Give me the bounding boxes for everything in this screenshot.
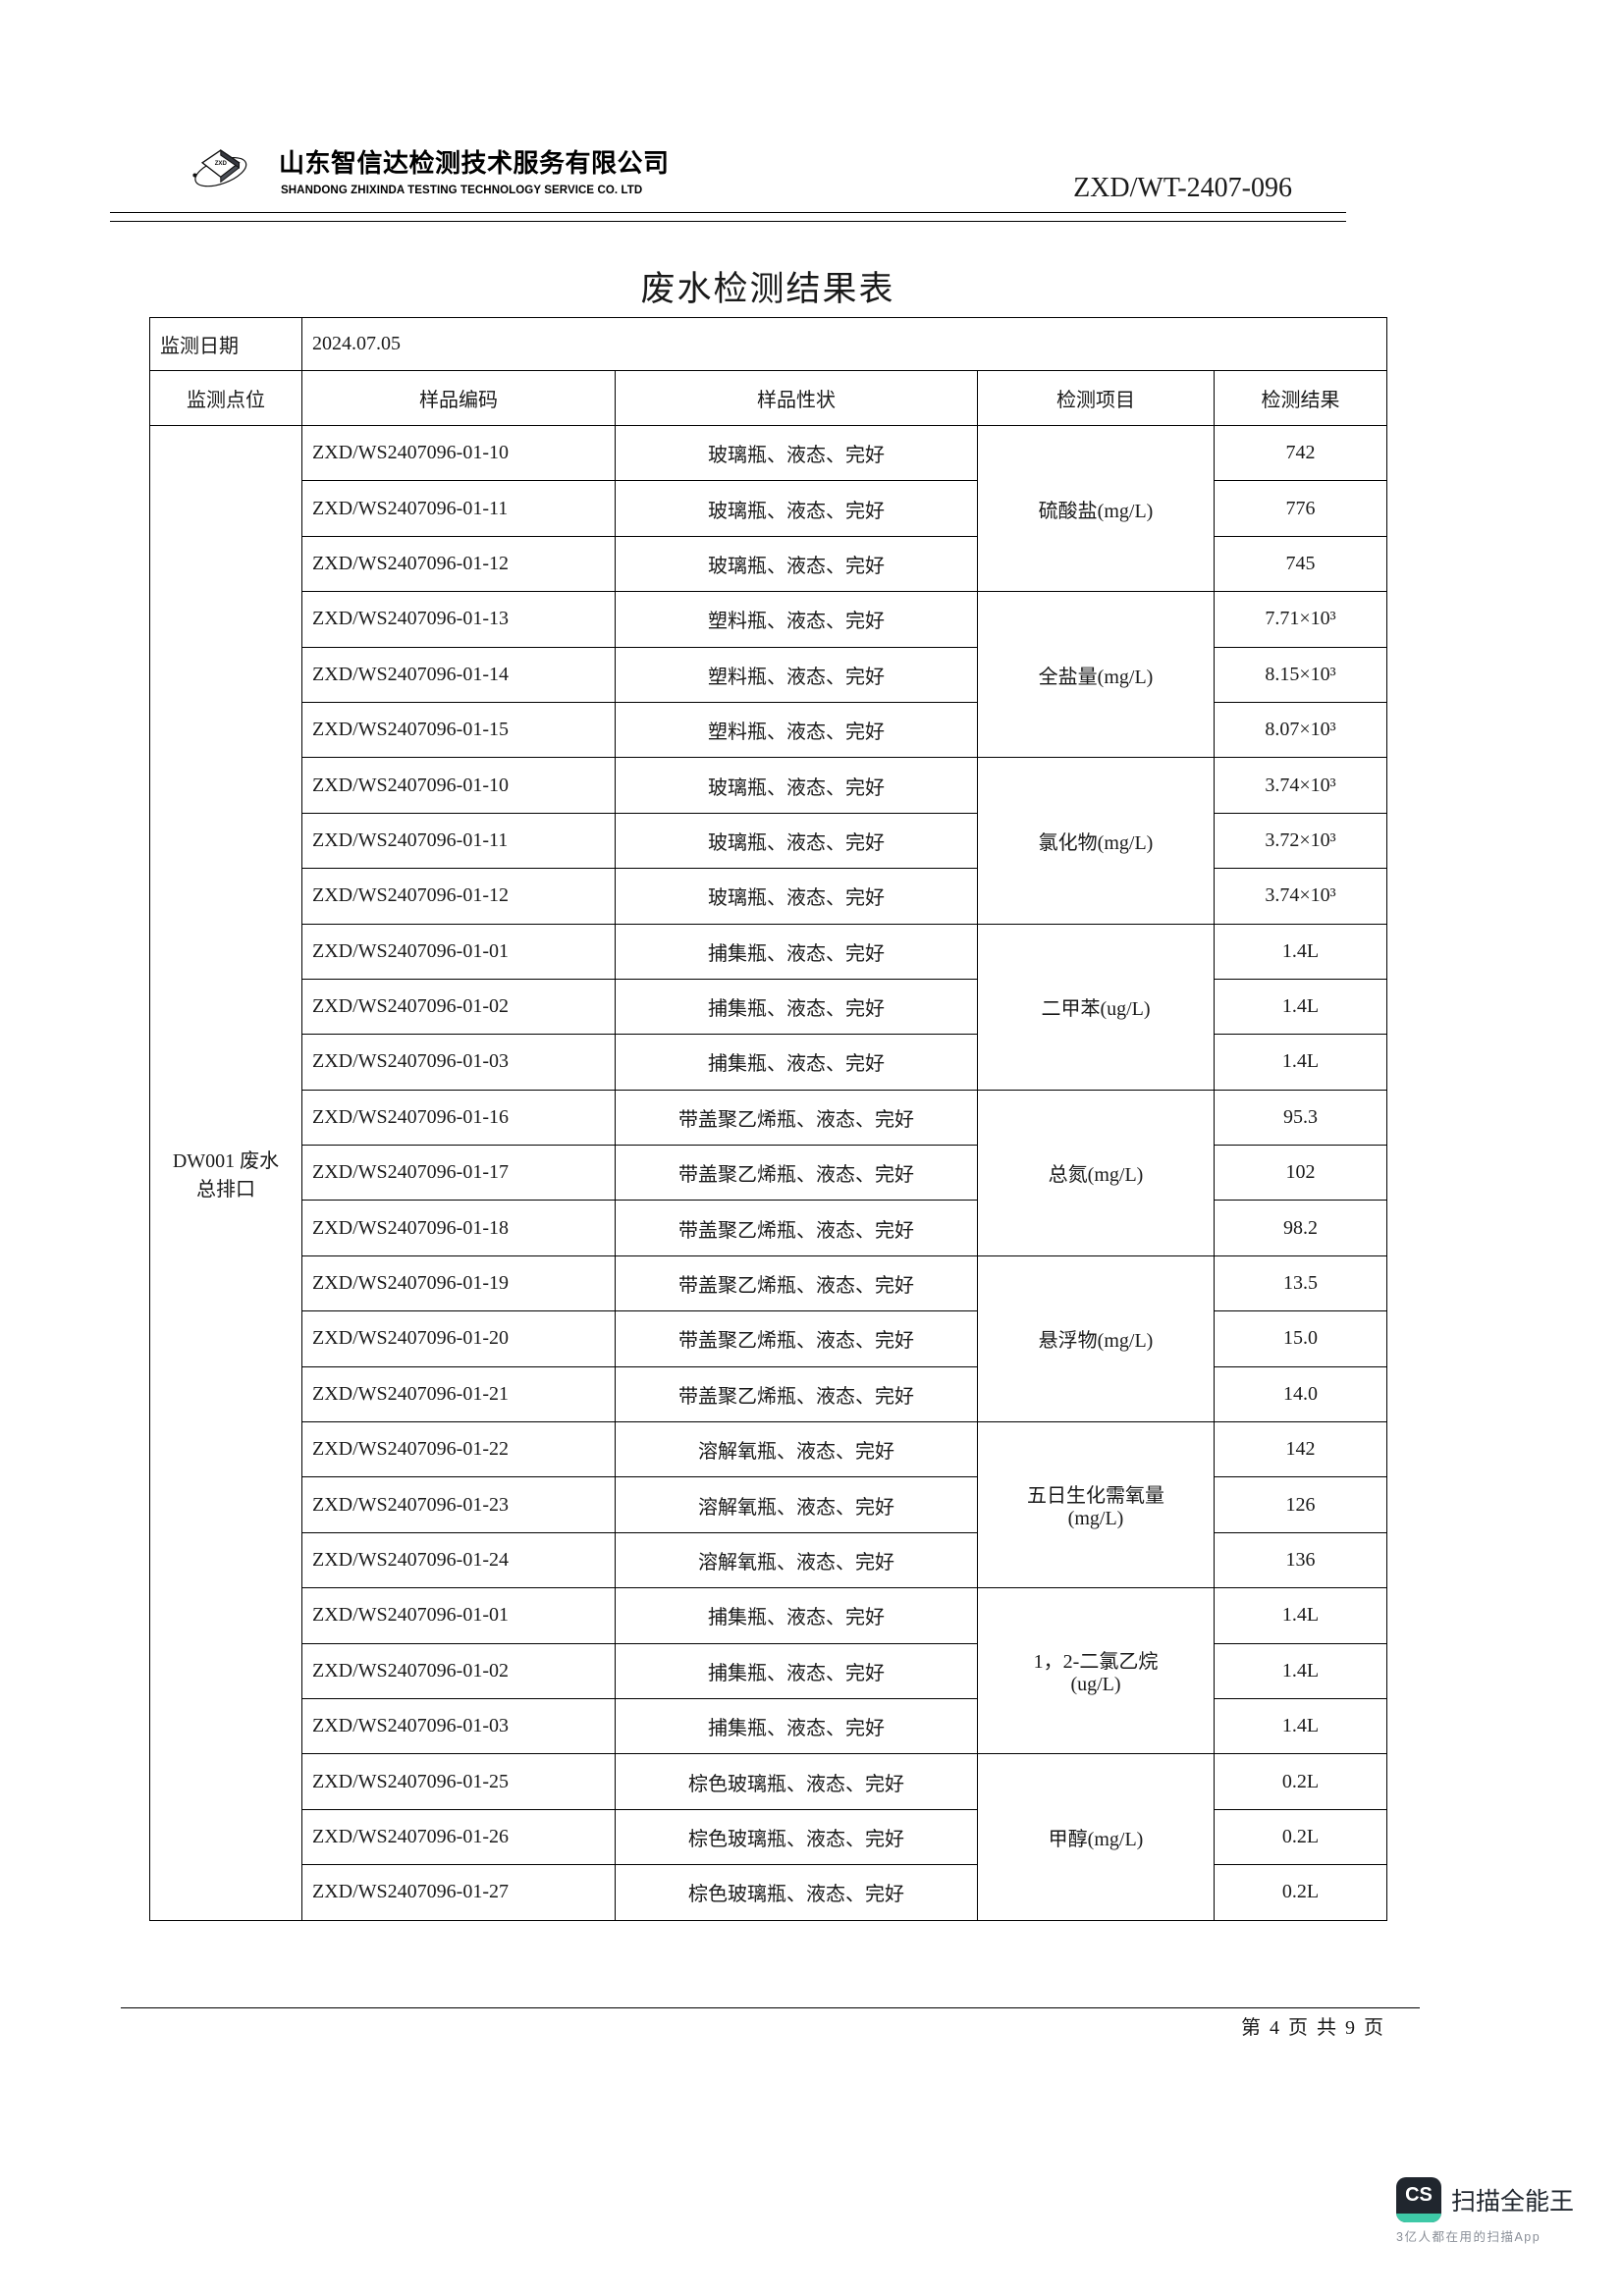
- svg-text:ZXD: ZXD: [215, 160, 228, 167]
